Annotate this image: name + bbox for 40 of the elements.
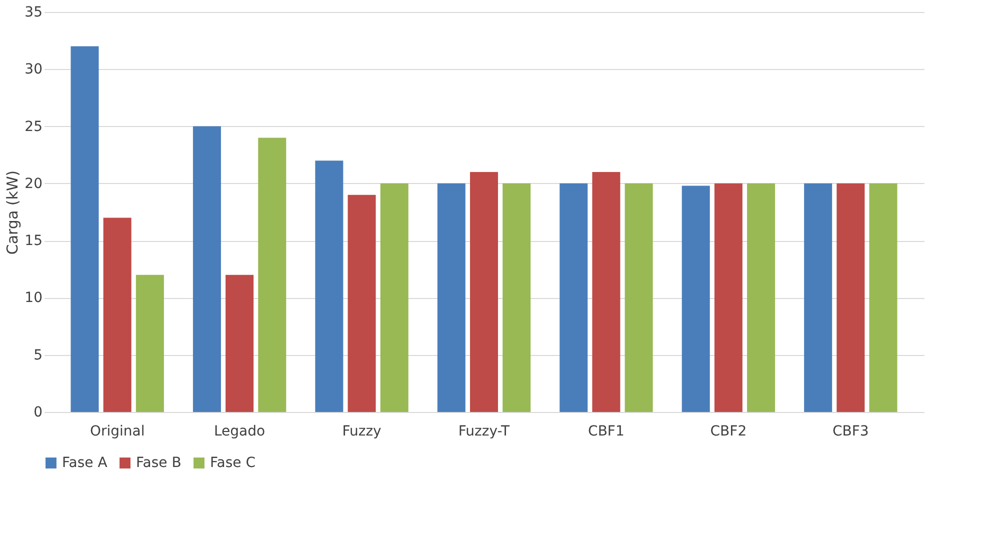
legend-label: Fase C [210,455,256,471]
bar [192,126,221,412]
bar [502,183,531,412]
y-tick-label: 20 [24,176,42,192]
bar [258,138,286,412]
bar [714,183,742,412]
bar [348,194,376,412]
bar [226,274,254,412]
bar [682,186,710,412]
y-tick-label: 15 [24,233,42,250]
bar [380,183,408,412]
bar [747,183,776,412]
bar [470,172,498,412]
bar [437,183,466,412]
bar [136,274,164,412]
legend-label: Fase A [62,455,108,471]
bar [804,183,832,412]
bar [315,160,344,412]
bar [103,218,132,412]
legend-label: Fase B [136,455,182,471]
y-tick-label: 25 [24,118,42,135]
x-tick-label: Fuzzy [342,424,382,440]
y-tick-label: 35 [24,4,42,20]
x-tick-label: Original [90,424,145,440]
x-tick-label: Fuzzy-T [458,424,510,440]
x-tick-label: CBF3 [832,424,869,440]
bar [70,46,99,412]
y-tick-label: 5 [34,347,42,364]
bar [592,172,620,412]
bar [836,183,865,412]
x-tick-label: CBF2 [710,424,747,440]
y-tick-label: 30 [24,62,42,78]
bar [560,183,588,412]
y-tick-label: 10 [24,290,42,306]
y-tick-label: 0 [34,404,42,420]
x-tick-label: Legado [214,424,266,440]
x-tick-label: CBF1 [588,424,624,440]
y-axis-title: Carga (kW) [4,170,22,255]
bar [869,183,898,412]
bar [624,183,653,412]
